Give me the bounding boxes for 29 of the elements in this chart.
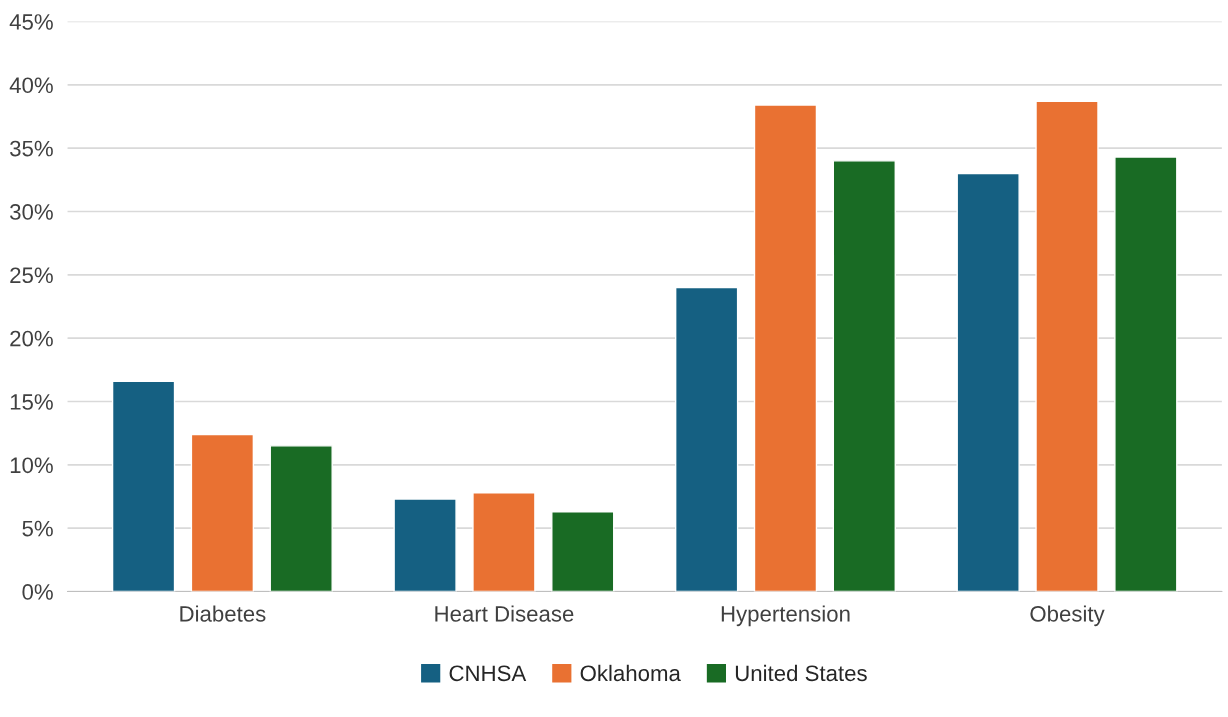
- x-tick-label: Diabetes: [180, 605, 266, 622]
- y-tick-label: 25%: [10, 267, 53, 284]
- bar: [472, 492, 536, 592]
- bar: [551, 511, 615, 592]
- bar: [190, 433, 255, 592]
- y-tick-label: 0%: [22, 584, 53, 600]
- bar: [753, 104, 818, 592]
- bar: [956, 172, 1020, 592]
- y-tick-label: 10%: [10, 457, 53, 474]
- bar: [111, 380, 176, 592]
- x-tick-label: Heart Disease: [435, 605, 574, 622]
- x-tick-label: Hypertension: [721, 605, 850, 627]
- bar: [269, 445, 333, 592]
- bar: [832, 160, 896, 592]
- bar: [393, 498, 457, 592]
- bar: [1114, 156, 1178, 592]
- legend-label: United States: [735, 664, 867, 682]
- y-tick-label: 20%: [10, 330, 53, 347]
- bar: [674, 286, 739, 592]
- legend-label: CNHSA: [449, 665, 527, 682]
- legend-label: Oklahoma: [580, 664, 681, 682]
- y-tick-label: 40%: [9, 77, 53, 94]
- y-tick-label: 45%: [9, 14, 53, 30]
- y-tick-label: 30%: [10, 204, 53, 220]
- y-tick-label: 5%: [22, 520, 53, 537]
- y-tick-label: 15%: [10, 394, 53, 410]
- y-tick-label: 35%: [10, 140, 53, 157]
- x-tick-label: Obesity: [1030, 605, 1105, 627]
- bar: [1035, 100, 1099, 592]
